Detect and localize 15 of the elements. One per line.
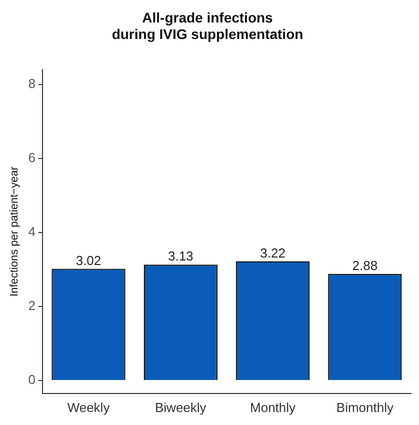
y-tick-label: 6 <box>28 150 36 165</box>
x-tick-label: Monthly <box>250 400 296 415</box>
y-axis-title: Infections per patient−year <box>8 166 21 296</box>
x-tick-label: Bimonthly <box>336 400 394 415</box>
y-tick-label: 2 <box>28 298 36 314</box>
x-tick-label: Biweekly <box>154 400 207 415</box>
y-tick-label: 4 <box>28 224 36 240</box>
data-label: 3.22 <box>260 245 286 260</box>
y-tick-label: 8 <box>28 76 36 91</box>
x-tick-label: Weekly <box>67 400 110 415</box>
data-label: 3.13 <box>168 248 194 264</box>
y-tick-label: 0 <box>28 372 36 388</box>
data-label: 3.02 <box>76 252 102 268</box>
data-label: 2.88 <box>352 258 378 273</box>
chart-title: All-grade infections during IVIG supplementation <box>112 9 304 42</box>
